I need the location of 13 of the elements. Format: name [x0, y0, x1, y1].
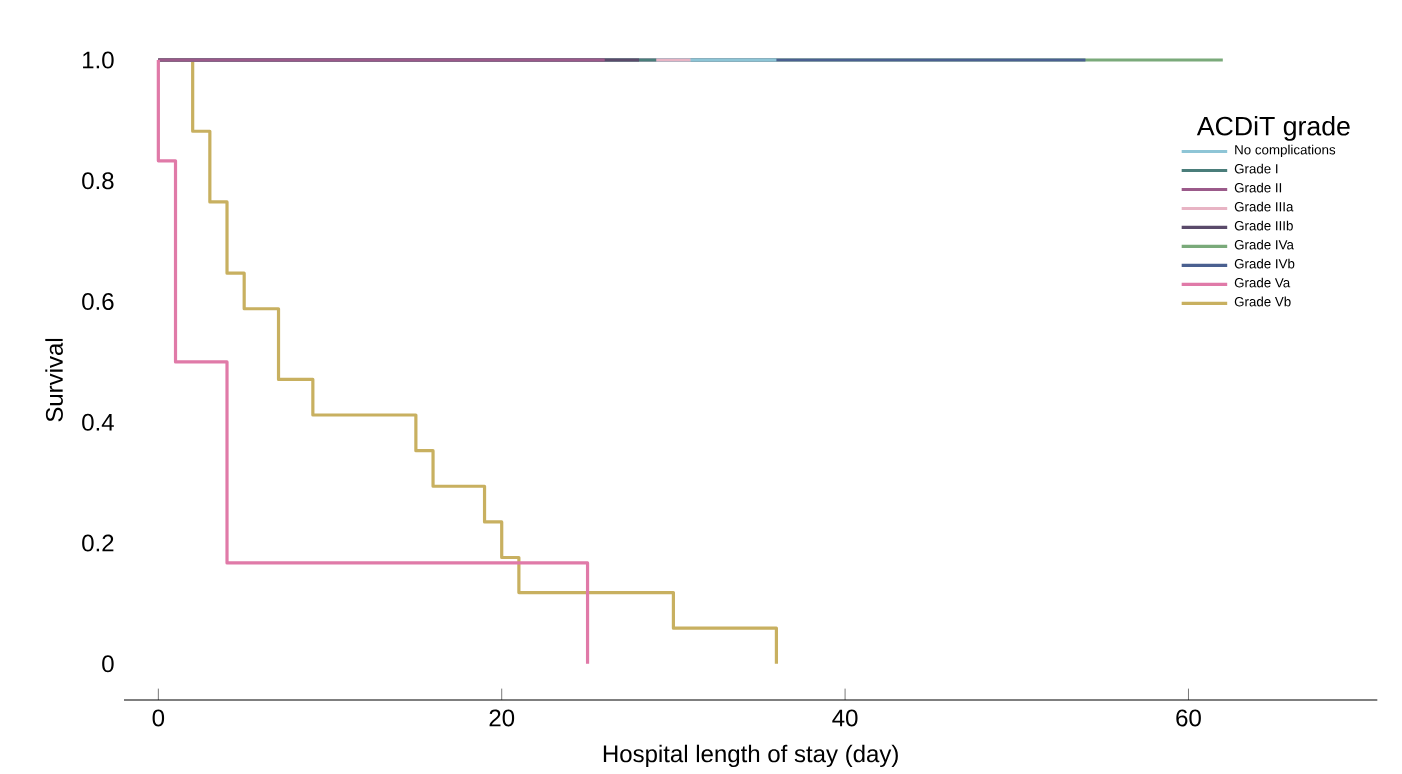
y-axis-title: Survival [45, 338, 63, 422]
y-tick-label: 1.0 [83, 51, 114, 69]
y-tick-label: 0.6 [82, 293, 114, 311]
x-axis-title: Hospital length of stay (day) [603, 744, 898, 768]
y-tick-label: 0 [102, 655, 114, 673]
x-tick-label: 0 [152, 709, 165, 727]
y-tick-label: 0.8 [82, 172, 114, 190]
legend-title: ACDiT grade [1196, 116, 1350, 141]
x-tick-label: 40 [832, 709, 858, 727]
x-tick-label: 60 [1176, 709, 1201, 727]
y-tick-label: 0.2 [82, 534, 114, 552]
x-tick-label: 20 [489, 709, 515, 727]
y-tick-label: 0.4 [82, 413, 114, 431]
